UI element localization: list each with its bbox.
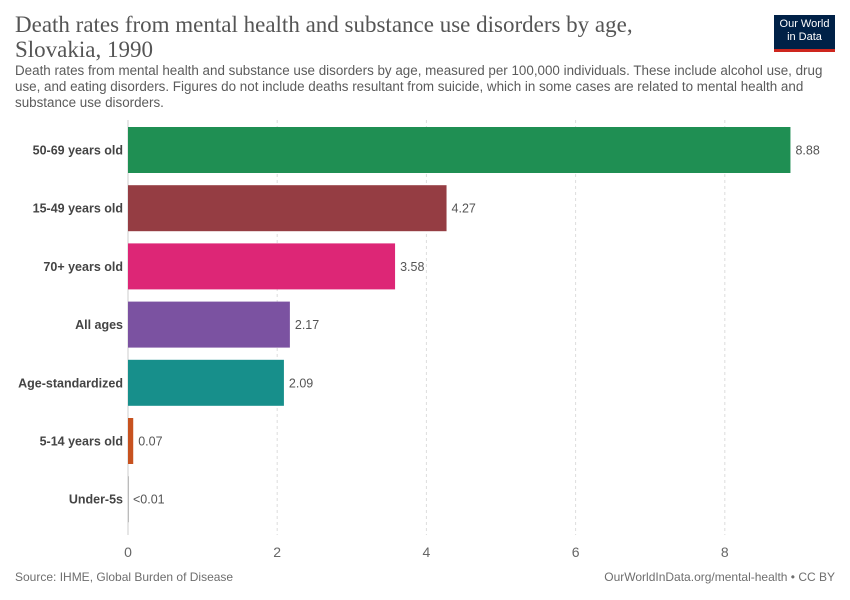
x-tick-label: 6	[572, 544, 580, 560]
value-label: 2.09	[289, 376, 313, 390]
chart-subtitle: Death rates from mental health and subst…	[15, 63, 823, 110]
x-tick-label: 8	[721, 544, 729, 560]
category-label: 70+ years old	[43, 260, 123, 274]
value-label: 4.27	[452, 202, 476, 216]
category-label: Under-5s	[69, 493, 123, 507]
value-label: <0.01	[133, 493, 165, 507]
bar	[128, 301, 290, 348]
category-label: 5-14 years old	[40, 435, 123, 449]
bar	[128, 185, 447, 232]
category-label: 15-49 years old	[33, 202, 123, 216]
value-label: 3.58	[400, 260, 424, 274]
logo-line-1: Our World	[779, 18, 830, 30]
x-axis-ticks: 0 2 4 6 8	[124, 544, 729, 560]
bar	[128, 418, 134, 464]
bar	[128, 359, 284, 406]
category-label: All ages	[75, 318, 123, 332]
value-label: 2.17	[295, 318, 319, 332]
category-label: Age-standardized	[18, 376, 123, 390]
bars	[128, 127, 791, 523]
bar	[128, 243, 396, 290]
owid-logo[interactable]: Our World in Data	[774, 15, 835, 52]
category-label: 50-69 years old	[33, 144, 123, 158]
bar	[128, 127, 791, 173]
x-tick-label: 2	[273, 544, 281, 560]
x-tick-label: 0	[124, 544, 132, 560]
source-note: Source: IHME, Global Burden of Disease	[15, 570, 234, 584]
x-tick-label: 4	[423, 544, 431, 560]
value-label: 8.88	[795, 144, 819, 158]
chart-title: Death rates from mental health and subst…	[15, 12, 633, 62]
license-link[interactable]: OurWorldInData.org/mental-health • CC BY	[604, 570, 835, 584]
value-label: 0.07	[138, 435, 162, 449]
value-labels: 8.88 4.27 3.58 2.17 2.09 0.07 <0.01	[133, 144, 820, 507]
logo-line-2: in Data	[787, 31, 822, 43]
category-labels: 50-69 years old 15-49 years old 70+ years …	[18, 144, 123, 507]
